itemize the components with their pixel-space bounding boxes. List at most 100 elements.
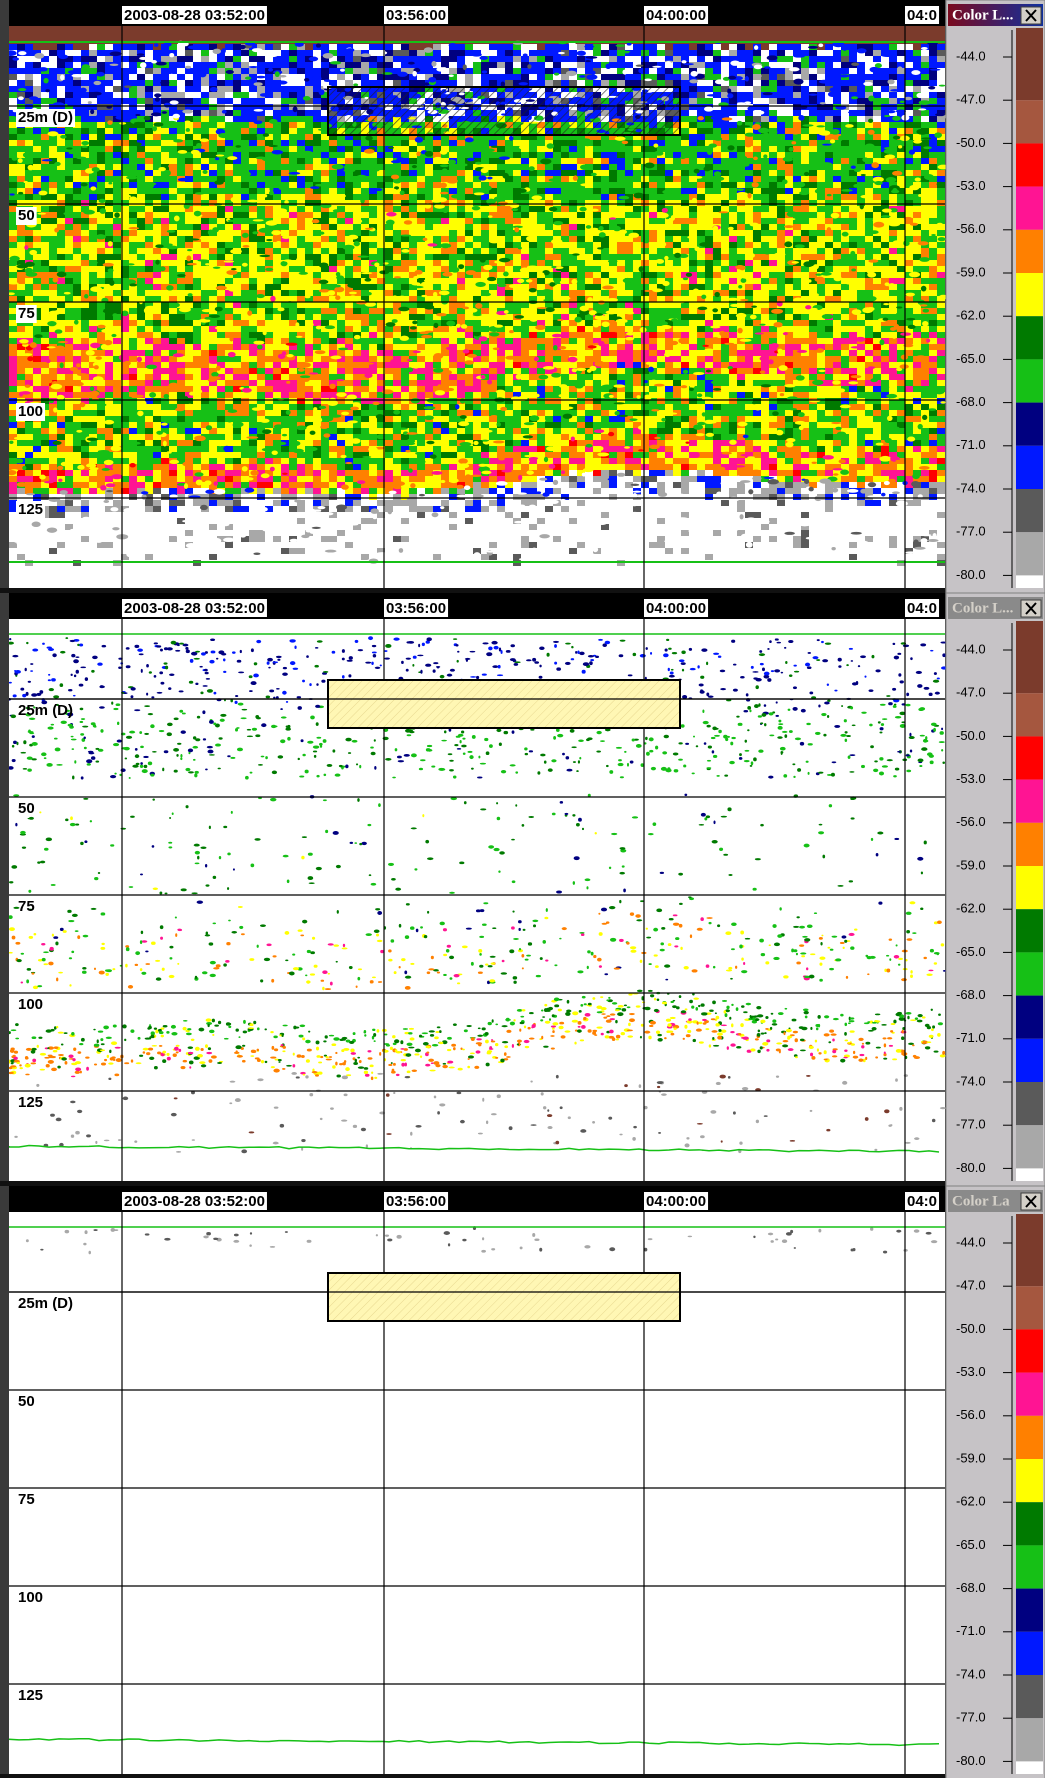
echo-cell [345,80,353,86]
echo-cell [113,152,121,158]
echo-cell [401,356,409,362]
echo-cell [105,542,113,548]
echo-cell [593,404,601,410]
echo-cell [505,80,513,86]
echo-cell [313,440,321,446]
echo-cell [241,416,249,422]
echo-cell [609,452,617,458]
echo-cell [65,254,73,260]
echo-cell [57,170,65,194]
echo-cell [73,140,81,146]
echo-cell [185,164,193,176]
echo-cell [393,248,401,254]
echo-cell [241,122,249,128]
echo-cell [409,380,417,386]
echo-cell [553,422,561,428]
echo-cell [561,290,569,296]
echo-cell [601,416,609,428]
echo-cell [361,314,369,326]
echo-cell [185,230,193,236]
echo-cell [193,260,201,278]
echo-cell [537,236,545,260]
echo-cell [441,488,449,494]
echo-cell [233,56,241,62]
echo-cell [233,212,241,218]
echo-cell [369,44,377,50]
echo-cell [9,422,17,428]
echo-cell [473,362,481,368]
echo-cell [649,356,657,362]
echo-cell [593,146,601,152]
echo-cell [465,392,473,404]
echo-cell [641,230,649,242]
echo-cell [449,524,457,530]
echo-cell [233,62,241,68]
echo-cell [137,332,145,338]
echo-cell [201,266,209,290]
echo-cell [497,446,505,458]
echo-cell [401,200,409,206]
echo-cell [65,512,73,524]
echo-cell [153,254,161,260]
echo-cell [385,80,393,86]
echo-cell [9,74,17,80]
echo-cell [617,266,625,272]
echo-cell [305,200,313,206]
echo-cell [137,272,145,278]
echo-cell [425,422,433,434]
echo-cell [449,62,457,68]
echo-cell [609,488,617,494]
echo-cell [241,98,249,122]
echo-cell [249,464,257,470]
echo-cell [401,476,409,500]
echo-cell [305,170,313,176]
echo-cell [177,344,185,350]
page-body: 2003-08-28 03:52:0003:56:0004:00:0004:02… [0,0,1045,1778]
echo-cell [561,140,569,146]
echo-cell [649,542,657,548]
echo-cell [41,164,49,176]
echo-cell [465,386,473,392]
echo-cell [201,44,209,50]
echo-cell [321,536,329,542]
echo-cell [617,158,625,170]
echo-cell [177,278,185,284]
echo-cell [401,350,409,356]
echo-cell [353,308,361,314]
echo-cell [57,206,65,218]
echo-cell [225,212,233,218]
echo-cell [129,80,137,86]
echo-cell [529,476,537,482]
echo-cell [145,146,153,152]
echo-cell [353,488,361,494]
echo-cell [81,470,89,476]
echo-cell [25,194,33,200]
echo-cell [305,110,313,116]
echo-cell [633,344,641,350]
echo-cell [465,512,473,518]
echo-cell [129,494,137,500]
echo-cell [513,332,521,338]
echo-cell [17,140,25,146]
echo-cell [57,470,65,476]
echo-cell [289,296,297,302]
echo-cell [193,446,201,452]
echo-cell [577,170,585,176]
echo-cell [9,494,17,500]
echo-cell [417,224,425,236]
echo-cell [129,266,137,278]
echo-cell [265,272,273,284]
echo-cell [585,272,593,278]
echo-cell [353,506,361,524]
echo-cell [73,56,81,62]
echo-cell [641,206,649,212]
echo-cell [329,482,337,488]
echo-cell [113,380,121,398]
echo-cell [49,554,57,560]
echo-cell [281,404,289,410]
echo-cell [625,56,633,62]
echo-cell [137,164,145,170]
echo-cell [641,434,649,452]
echo-cell [321,392,329,398]
echo-cell [417,314,425,320]
